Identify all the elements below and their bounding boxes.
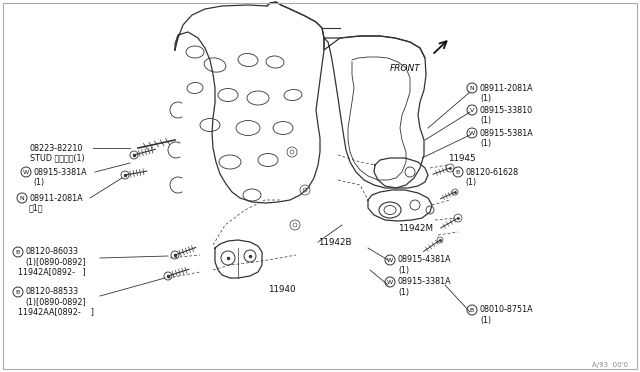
Text: 08915-4381A: 08915-4381A bbox=[398, 256, 452, 264]
Text: W: W bbox=[469, 131, 475, 135]
Text: 08120-88533: 08120-88533 bbox=[25, 288, 78, 296]
Text: (1): (1) bbox=[480, 138, 491, 148]
Text: 08915-3381A: 08915-3381A bbox=[33, 167, 86, 176]
Text: 08120-61628: 08120-61628 bbox=[465, 167, 518, 176]
Text: 11942A[0892-   ]: 11942A[0892- ] bbox=[18, 267, 86, 276]
Text: 08915-3381A: 08915-3381A bbox=[398, 278, 452, 286]
Text: (1): (1) bbox=[480, 115, 491, 125]
Text: 08915-5381A: 08915-5381A bbox=[480, 128, 534, 138]
Text: STUD スタッド(1): STUD スタッド(1) bbox=[30, 154, 84, 163]
Text: B: B bbox=[456, 170, 460, 174]
Text: 08010-8751A: 08010-8751A bbox=[480, 305, 534, 314]
Text: N: N bbox=[470, 86, 474, 90]
Text: 08120-86033: 08120-86033 bbox=[25, 247, 78, 257]
Text: 11940: 11940 bbox=[268, 285, 296, 295]
Text: W: W bbox=[387, 257, 393, 263]
Text: (1): (1) bbox=[398, 288, 409, 296]
Text: 〈1〉: 〈1〉 bbox=[29, 203, 44, 212]
Text: (1): (1) bbox=[398, 266, 409, 275]
Text: V: V bbox=[470, 108, 474, 112]
Text: 11945: 11945 bbox=[448, 154, 476, 163]
Text: 11942AA[0892-    ]: 11942AA[0892- ] bbox=[18, 308, 94, 317]
Text: A/93  00'0: A/93 00'0 bbox=[592, 362, 628, 368]
Text: B: B bbox=[470, 308, 474, 312]
Text: 08911-2081A: 08911-2081A bbox=[29, 193, 83, 202]
Text: 08911-2081A: 08911-2081A bbox=[480, 83, 534, 93]
Text: (1): (1) bbox=[33, 177, 44, 186]
Text: N: N bbox=[20, 196, 24, 201]
Text: W: W bbox=[387, 279, 393, 285]
Text: 11942B: 11942B bbox=[318, 237, 351, 247]
Text: 08915-33810: 08915-33810 bbox=[480, 106, 533, 115]
Text: (1)[0890-0892]: (1)[0890-0892] bbox=[25, 257, 86, 266]
Text: (1): (1) bbox=[480, 93, 491, 103]
Text: 11942M: 11942M bbox=[398, 224, 433, 232]
Text: 08223-82210: 08223-82210 bbox=[30, 144, 83, 153]
Text: (1): (1) bbox=[480, 315, 491, 324]
Text: B: B bbox=[16, 250, 20, 254]
Text: (1): (1) bbox=[465, 177, 476, 186]
Text: (1)[0890-0892]: (1)[0890-0892] bbox=[25, 298, 86, 307]
Text: FRONT: FRONT bbox=[389, 64, 420, 73]
Text: W: W bbox=[23, 170, 29, 174]
Text: B: B bbox=[16, 289, 20, 295]
